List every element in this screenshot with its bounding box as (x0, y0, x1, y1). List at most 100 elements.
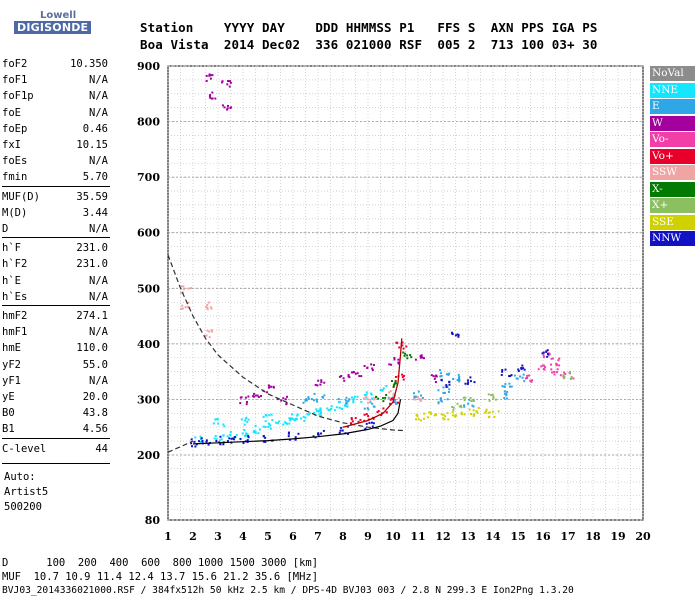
data-point (368, 421, 371, 424)
data-point (277, 422, 280, 425)
data-point (212, 422, 215, 425)
param-row: MUF(D) 35.59 (2, 191, 108, 205)
x-tick-label: 9 (364, 530, 372, 543)
param-key: hmE (2, 342, 21, 355)
legend-item-noval: NoVal (650, 66, 695, 81)
data-point (242, 441, 245, 444)
x-tick-label: 7 (314, 530, 322, 543)
y-tick-label: 700 (137, 171, 160, 184)
data-point (346, 432, 349, 435)
data-point (282, 423, 285, 426)
data-point (508, 385, 511, 388)
data-point (317, 432, 320, 435)
data-point (254, 432, 257, 435)
data-point (269, 424, 272, 427)
data-point (428, 411, 431, 414)
data-point (360, 375, 363, 378)
data-point (207, 443, 210, 446)
data-point (470, 400, 473, 403)
data-point (468, 408, 471, 411)
data-point (433, 377, 436, 380)
data-point (394, 402, 397, 405)
param-row: foF1 N/A (2, 74, 108, 88)
param-key: foEp (2, 122, 28, 135)
data-point (290, 417, 293, 420)
data-point (318, 413, 321, 416)
data-point (460, 404, 463, 407)
data-point (201, 440, 204, 443)
data-point (244, 419, 247, 422)
data-point (439, 399, 442, 402)
data-point (529, 379, 532, 382)
data-point (506, 390, 509, 393)
data-point (247, 418, 250, 421)
data-point (253, 392, 256, 395)
data-point (246, 439, 249, 442)
data-point (373, 397, 376, 400)
data-point (415, 395, 418, 398)
data-point (247, 436, 250, 439)
data-point (463, 405, 466, 408)
param-key: hmF1 (2, 326, 28, 339)
data-point (434, 381, 437, 384)
header-row2: Boa Vista 2014 Dec02 336 021000 RSF 005 … (140, 37, 598, 52)
data-point (450, 331, 453, 334)
data-point (505, 392, 508, 395)
data-point (194, 436, 197, 439)
data-point (351, 420, 354, 423)
data-point (372, 364, 375, 367)
param-value: N/A (89, 223, 108, 235)
data-point (289, 419, 292, 422)
data-point (371, 402, 374, 405)
data-point (420, 394, 423, 397)
data-point (393, 392, 396, 395)
data-point (488, 399, 491, 402)
data-point (418, 398, 421, 401)
data-point (508, 375, 511, 378)
data-point (376, 411, 379, 414)
data-point (367, 415, 370, 418)
data-point (284, 398, 287, 401)
data-point (194, 445, 197, 448)
param-value: N/A (89, 90, 108, 103)
data-point (362, 397, 365, 400)
data-point (527, 374, 530, 377)
data-point (348, 398, 351, 401)
data-point (354, 417, 357, 420)
data-point (262, 415, 265, 418)
param-row: B0 43.8 (2, 407, 108, 421)
data-point (330, 407, 333, 410)
data-point (371, 369, 374, 372)
data-point (264, 440, 267, 443)
param-row: foF2 10.350 (2, 58, 108, 72)
data-point (439, 372, 442, 375)
param-key: hmF2 (2, 310, 28, 322)
data-point (402, 374, 405, 377)
data-point (357, 420, 360, 423)
data-point (546, 349, 549, 352)
data-point (209, 306, 212, 309)
data-point (216, 418, 219, 421)
data-point (542, 354, 545, 357)
data-point (359, 418, 362, 421)
data-point (503, 397, 506, 400)
param-row: hmF2 274.1 (2, 310, 108, 324)
data-point (262, 440, 265, 443)
data-point (439, 397, 442, 400)
digisonde-logo: Lowell DIGISONDE (8, 10, 128, 40)
data-point (440, 375, 443, 378)
data-point (310, 398, 313, 401)
param-row: foEp 0.46 (2, 123, 108, 137)
auto-note: Artist5 (4, 485, 49, 498)
data-point (267, 426, 270, 429)
data-point (319, 410, 322, 413)
data-point (304, 416, 307, 419)
data-point (366, 398, 369, 401)
legend-item-ssw: SSW (650, 165, 695, 180)
param-key: yF2 (2, 358, 21, 371)
data-point (501, 369, 504, 372)
data-point (466, 383, 469, 386)
param-row: yE 20.0 (2, 391, 108, 405)
data-point (429, 413, 432, 416)
data-point (404, 352, 407, 355)
